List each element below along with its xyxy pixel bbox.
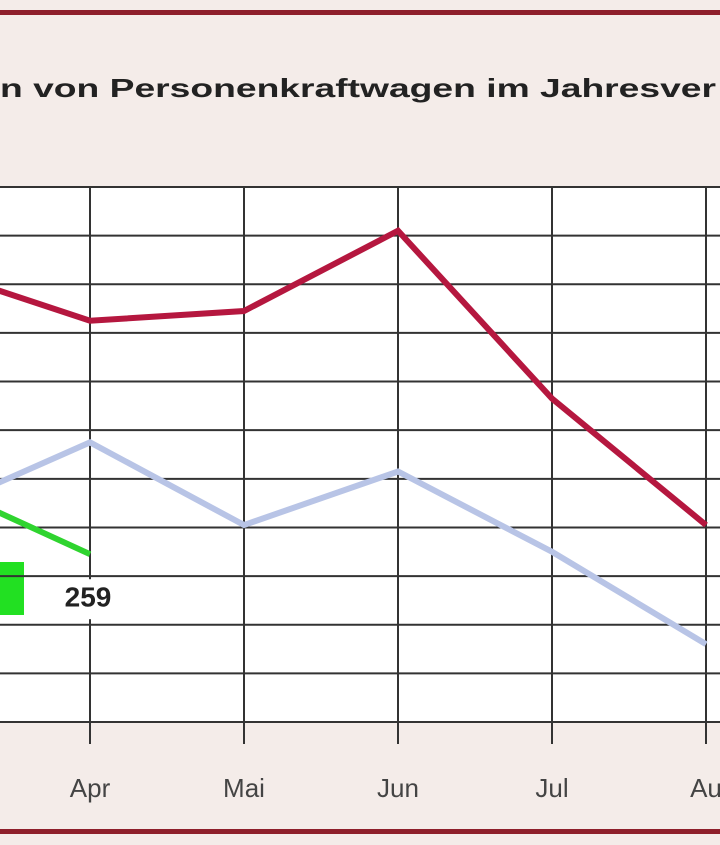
x-tick-label: Au [690,773,720,803]
x-tick-label: Jul [535,773,568,803]
frame-top [0,10,720,15]
series-line [0,439,708,647]
x-tick-label: Apr [70,773,111,803]
plot-area [0,187,720,722]
chart-title: n von Personenkraftwagen im Jahresver [0,73,716,103]
value-label: 259 [65,582,112,613]
series-line [0,509,92,557]
series-line [0,227,708,528]
frame-bottom [0,829,720,834]
marker [0,562,24,615]
x-tick-label: Mai [223,773,265,803]
x-tick-label: Jun [377,773,419,803]
value-label-bg [48,579,132,620]
